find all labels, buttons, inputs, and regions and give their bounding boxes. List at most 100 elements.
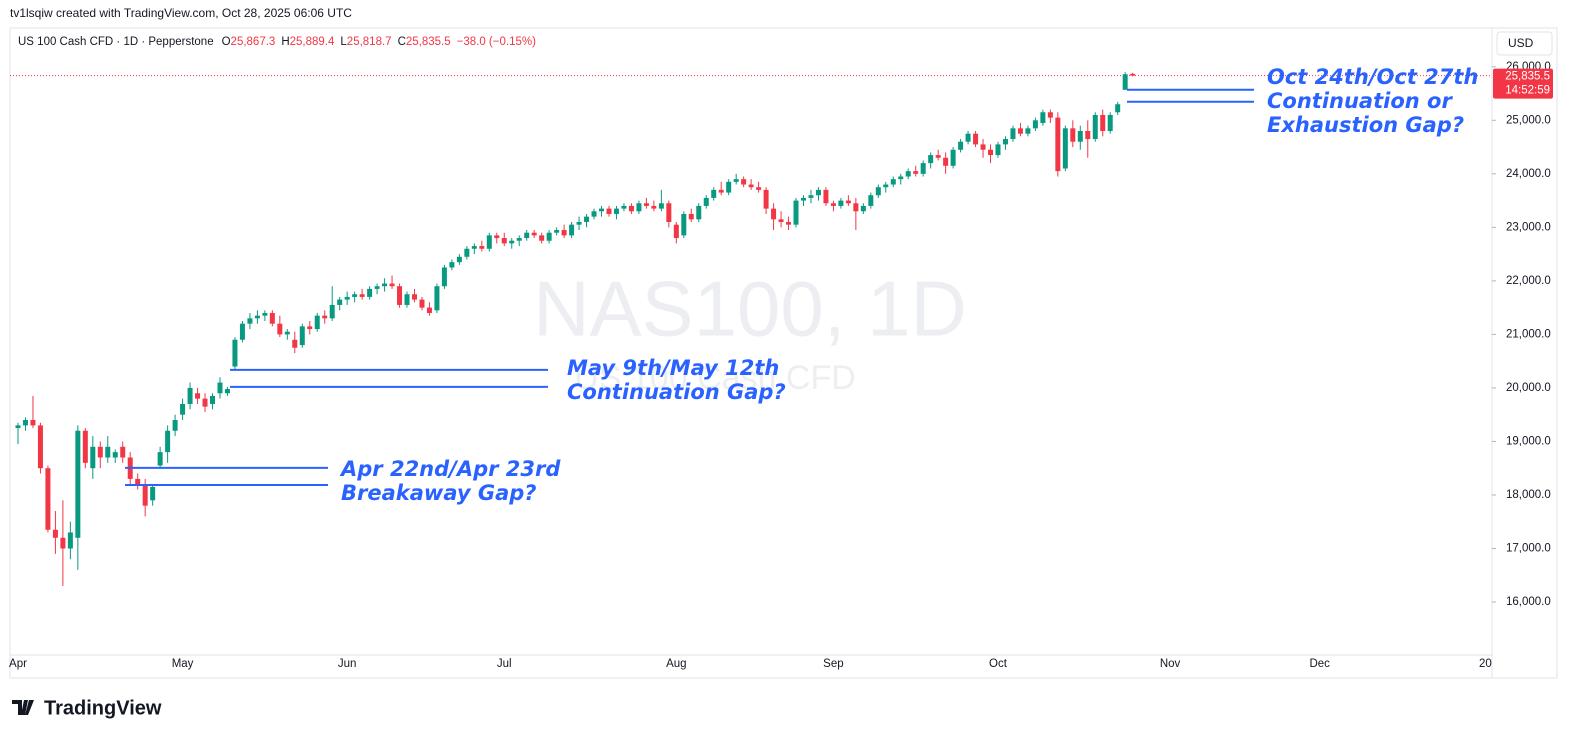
currency-box[interactable]: [1496, 31, 1553, 56]
candle-body: [561, 230, 567, 236]
chart-frame: [9, 27, 1558, 679]
credit: tv1lsqiw created with TradingView.com, O…: [10, 6, 352, 20]
candle-body: [733, 179, 739, 182]
candle-body: [958, 141, 964, 150]
candle-body: [210, 395, 216, 404]
candle-body: [97, 446, 103, 458]
candle-body: [224, 388, 230, 394]
currency[interactable]: USD: [1508, 36, 1534, 50]
candle-body: [382, 283, 388, 287]
annotation-text: Continuation Gap?: [567, 380, 786, 404]
candle-body: [37, 425, 43, 469]
ohlc-key: L: [340, 36, 347, 48]
candle-body: [269, 312, 275, 324]
candle-body: [546, 232, 552, 241]
x-tick-label: Nov: [1160, 658, 1181, 670]
candle-body: [426, 307, 432, 313]
candle-body: [262, 312, 268, 316]
candle-body: [247, 318, 253, 324]
candle-body: [1115, 104, 1121, 113]
candle-body: [1002, 139, 1008, 145]
candle-body: [202, 398, 208, 407]
watermark: NAS100, 1D: [533, 265, 967, 353]
candle-body: [322, 315, 328, 319]
candle-body: [52, 529, 58, 538]
candle-body: [329, 304, 335, 319]
candle-body: [404, 294, 410, 305]
change: −38.0 (−0.15%): [457, 36, 536, 48]
candle-body: [613, 208, 619, 214]
last-price-box: [1493, 68, 1553, 99]
candle-body: [576, 221, 582, 225]
candle-body: [658, 203, 664, 209]
candle-body: [1107, 114, 1113, 132]
candle-body: [1040, 112, 1046, 123]
annotation-text: Oct 24th/Oct 27th: [1267, 65, 1478, 89]
candle-body: [254, 315, 260, 319]
x-tick-label: Sep: [823, 658, 843, 670]
candle-body: [651, 205, 657, 209]
candle-body: [539, 235, 545, 241]
candle-body: [15, 425, 21, 429]
candle-body: [569, 224, 575, 236]
candle-body: [30, 420, 36, 426]
candle-body: [696, 205, 702, 220]
candle-body: [486, 235, 492, 249]
candle-body: [531, 232, 537, 236]
candle-body: [195, 393, 201, 399]
watermark-sub: US 100 Cash CFD: [574, 359, 856, 397]
candle-body: [793, 200, 799, 225]
candle-body: [1092, 114, 1098, 140]
ohlc-value: 25,835.5: [406, 36, 451, 48]
candle-body: [666, 203, 672, 222]
candle-body: [90, 446, 96, 469]
candle-body: [471, 246, 477, 249]
candle-body: [995, 144, 1001, 156]
candle-body: [150, 486, 156, 501]
x-tick-label: Oct: [989, 658, 1008, 670]
candle-body: [554, 230, 560, 233]
candle-body: [367, 288, 373, 297]
y-tick-label: 22,000.0: [1506, 275, 1551, 287]
candle-body: [868, 195, 874, 206]
logo-text: TradingView: [44, 697, 162, 719]
candle-body: [516, 238, 522, 241]
x-tick-label: May: [172, 658, 194, 670]
candle-body: [112, 452, 118, 458]
x-tick-label: Jun: [338, 658, 357, 670]
candle-body: [82, 430, 88, 463]
last-price-label: 25,835.5: [1505, 71, 1550, 83]
candle-body: [232, 339, 238, 367]
candle-body: [501, 238, 507, 244]
header-legend: US 100 Cash CFD · 1D · Pepperstone O25,86…: [18, 36, 536, 48]
candle-body: [1130, 73, 1136, 76]
candle-body: [180, 403, 186, 415]
candle-body: [1032, 120, 1038, 129]
candle-body: [890, 179, 896, 185]
logo-icon: [12, 700, 34, 715]
candle-body: [157, 452, 163, 466]
candle-body: [165, 430, 171, 453]
candle-body: [1070, 128, 1076, 142]
y-tick-label: 25,000.0: [1506, 114, 1551, 126]
candle-body: [479, 246, 485, 249]
candle-body: [905, 171, 911, 177]
candle-body: [800, 197, 806, 201]
candle-body: [823, 189, 829, 204]
y-tick-label: 20,000.0: [1506, 382, 1551, 394]
candle-body: [1025, 128, 1031, 134]
ohlc-value: 25,889.4: [290, 36, 335, 48]
ohlc-key: C: [398, 36, 406, 48]
candle-body: [307, 326, 313, 330]
candle-body: [606, 208, 612, 214]
candle-body: [688, 213, 694, 220]
candle-body: [928, 155, 934, 164]
candle-body: [763, 189, 769, 209]
candle-body: [374, 286, 380, 289]
candle-body: [187, 387, 193, 404]
candle-body: [449, 262, 455, 268]
countdown: 14:52:59: [1505, 85, 1550, 97]
candle-body: [337, 299, 343, 305]
candle-body: [920, 163, 926, 174]
candle-body: [786, 221, 792, 225]
